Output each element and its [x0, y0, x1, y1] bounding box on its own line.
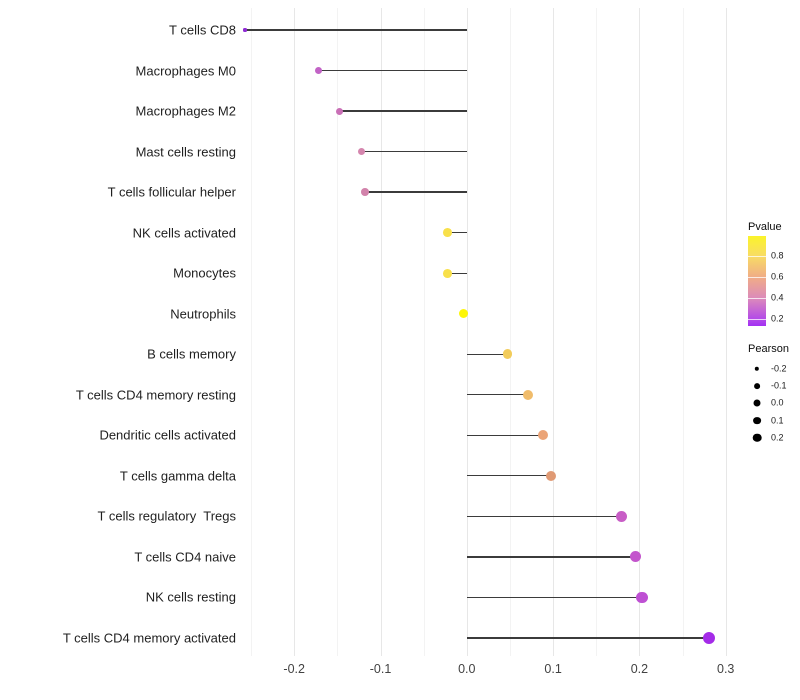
category-label: T cells gamma delta: [119, 468, 236, 484]
lollipop-dot: [502, 349, 513, 359]
lollipop-dot: [314, 67, 322, 74]
lollipop-stem: [466, 596, 642, 599]
category-label: Monocytes: [173, 265, 236, 281]
colorbar-tick-label: 0.8: [771, 250, 784, 261]
lollipop-dot: [243, 28, 247, 32]
pearson-size-label: 0.1: [771, 415, 784, 426]
pvalue-colorbar: [748, 236, 766, 326]
pearson-size-dot: [754, 383, 760, 390]
pearson-legend-title: Pearson: [748, 343, 789, 355]
lollipop-dot: [443, 228, 453, 238]
lollipop-dot: [458, 309, 468, 319]
x-tick-label: 0.1: [544, 662, 562, 676]
lollipop-stem: [318, 69, 467, 72]
category-label: T cells regulatory Tregs: [97, 508, 236, 524]
x-tick-label: 0.2: [630, 662, 649, 676]
category-label: T cells CD4 memory resting: [75, 387, 236, 403]
colorbar-tick: [748, 298, 766, 299]
lollipop-dot: [703, 631, 716, 645]
x-tick-label: -0.2: [283, 662, 305, 676]
lollipop-stem: [339, 110, 467, 112]
x-tick-label: 0.0: [458, 662, 476, 676]
category-label: Macrophages M0: [135, 63, 236, 79]
category-label: Neutrophils: [170, 306, 236, 322]
lollipop-stem: [466, 475, 552, 477]
lollipop-stem: [466, 556, 636, 558]
gridline-major: [725, 8, 727, 656]
colorbar-tick: [748, 319, 766, 320]
x-tick-label: -0.1: [369, 662, 392, 676]
category-label: Dendritic cells activated: [99, 427, 236, 443]
gridline-major: [639, 8, 641, 656]
lollipop-dot: [615, 510, 627, 522]
category-label: NK cells resting: [145, 589, 236, 605]
lollipop-stem: [365, 191, 467, 193]
pearson-size-dot: [753, 399, 761, 407]
lollipop-stem: [361, 150, 467, 153]
category-label: T cells follicular helper: [107, 184, 236, 200]
gridline-minor: [337, 8, 339, 656]
pearson-size-dot: [754, 366, 760, 372]
lollipop-stem: [466, 515, 622, 518]
lollipop-dot: [546, 470, 557, 481]
gridline-major: [380, 8, 382, 656]
colorbar-tick-label: 0.6: [771, 271, 784, 282]
colorbar-tick: [748, 256, 766, 257]
category-label: T cells CD4 naive: [134, 549, 236, 565]
category-label: B cells memory: [147, 346, 236, 362]
pvalue-legend-title: Pvalue: [748, 221, 782, 233]
lollipop-stem: [447, 232, 467, 234]
gridline-major: [294, 8, 296, 656]
lollipop-stem: [447, 272, 467, 274]
gridline-minor: [251, 8, 253, 656]
lollipop-dot: [357, 147, 366, 156]
lollipop-dot: [443, 268, 453, 278]
lollipop-dot: [537, 430, 548, 441]
category-label: T cells CD8: [169, 22, 236, 38]
gridline-minor: [596, 8, 598, 656]
gridline-minor: [682, 8, 684, 656]
pearson-size-dot: [752, 433, 762, 443]
pearson-size-label: 0.2: [771, 432, 784, 443]
lollipop-stem: [466, 353, 508, 355]
lollipop-stem: [245, 29, 467, 31]
pearson-size-label: -0.2: [771, 363, 787, 374]
gridline-major: [466, 8, 468, 656]
colorbar-tick-label: 0.2: [771, 313, 784, 324]
colorbar-tick: [748, 277, 766, 278]
lollipop-dot: [523, 389, 533, 400]
pearson-size-label: 0.0: [771, 397, 784, 408]
gridline-minor: [510, 8, 511, 656]
colorbar-tick-label: 0.4: [771, 292, 784, 303]
lollipop-dot: [335, 107, 343, 115]
lollipop-stem: [466, 434, 543, 436]
lollipop-dot: [361, 188, 369, 196]
gridline-major: [553, 8, 555, 656]
category-label: Macrophages M2: [135, 103, 236, 119]
pearson-size-dot: [753, 416, 761, 425]
pearson-size-label: -0.1: [771, 380, 787, 391]
lollipop-stem: [466, 637, 710, 639]
lollipop-dot: [630, 551, 642, 563]
lollipop-stem: [466, 394, 529, 396]
category-label: NK cells activated: [132, 225, 236, 241]
x-tick-label: 0.3: [716, 662, 735, 676]
category-label: Mast cells resting: [135, 144, 236, 160]
category-label: T cells CD4 memory activated: [62, 630, 236, 646]
gridline-minor: [423, 8, 425, 656]
lollipop-dot: [636, 591, 648, 604]
